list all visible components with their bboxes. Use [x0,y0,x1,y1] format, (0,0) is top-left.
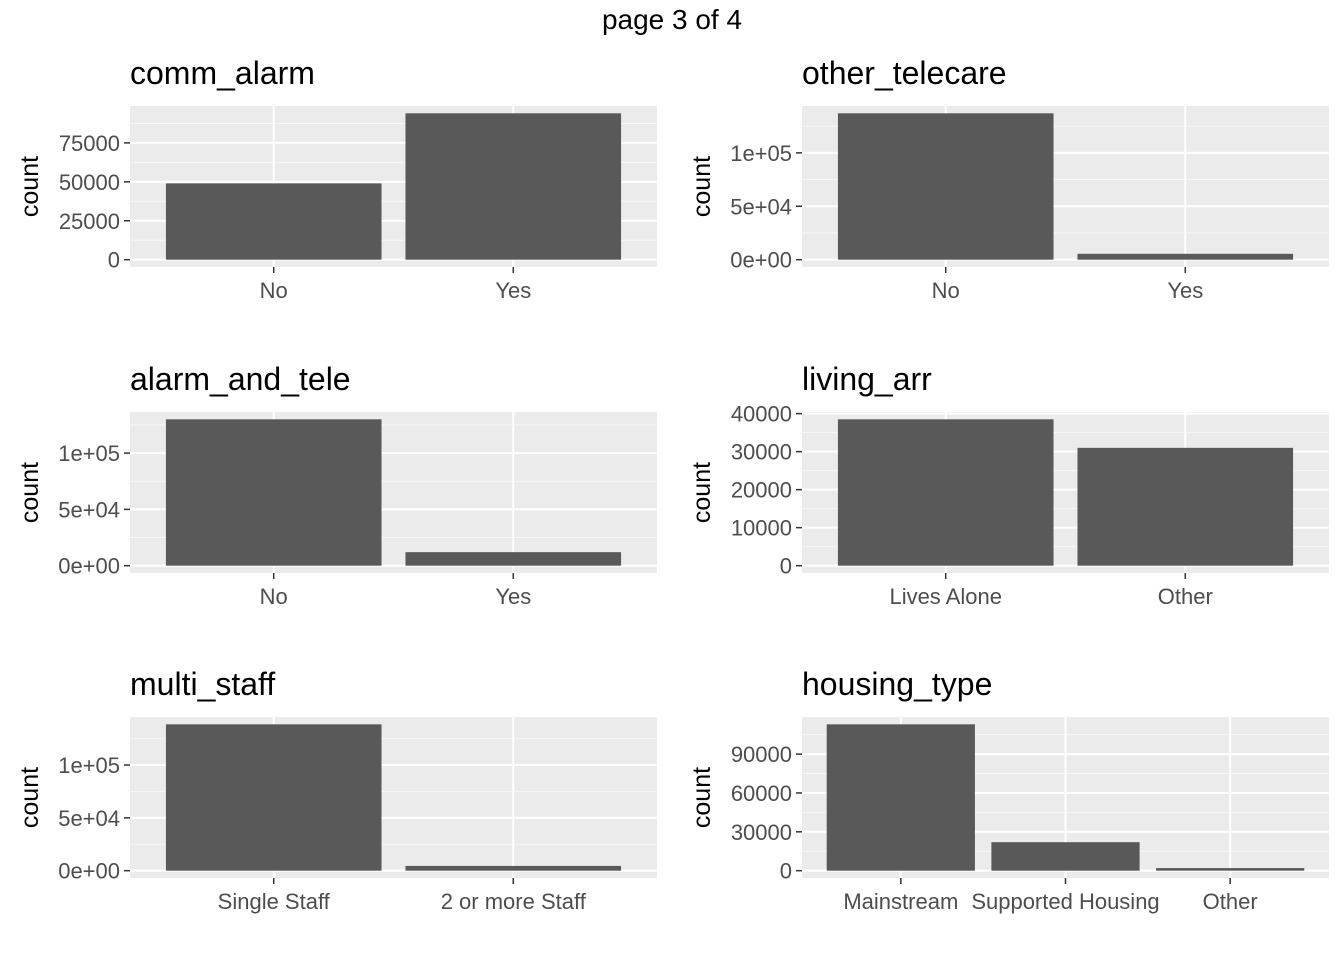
y-tick-label: 90000 [731,742,792,767]
x-tick-label: 2 or more Staff [441,889,587,914]
x-tick-label: No [260,278,288,303]
x-tick-label: Yes [495,584,531,609]
y-tick-label: 0e+00 [58,554,120,579]
bar-yes [405,552,622,566]
x-tick-label: Lives Alone [889,584,1002,609]
panel-title: living_arr [802,361,932,397]
bar-yes [405,113,622,260]
y-tick-label: 1e+05 [58,753,120,778]
x-tick-label: Yes [495,278,531,303]
x-tick-label: Other [1203,889,1258,914]
panel-title: other_telecare [802,55,1007,91]
chart-panel-housing-type: 0 30000 60000 90000 Mainstream Supported Hous… [688,666,1329,914]
bar-other [1077,447,1294,566]
y-tick-label: 0 [780,554,792,579]
y-tick-label: 75000 [59,131,120,156]
y-tick-label: 0e+00 [730,248,792,273]
bar-no [837,113,1054,260]
x-tick-label: Yes [1167,278,1203,303]
x-tick-label: Supported Housing [971,889,1159,914]
chart-panel-living-arr: 0 10000 20000 30000 40000 Lives Alone Other liv… [688,361,1329,609]
x-tick-label: No [932,278,960,303]
y-tick-label: 50000 [59,170,120,195]
y-tick-label: 1e+05 [58,441,120,466]
y-axis-label: count [16,462,44,523]
y-tick-label: 30000 [731,820,792,845]
y-tick-label: 5e+04 [58,806,120,831]
x-tick-label: Other [1158,584,1213,609]
y-axis-label: count [688,767,716,828]
bar-yes [1077,253,1294,260]
y-tick-label: 0 [780,859,792,884]
bar-single-staff [165,724,382,871]
y-tick-label: 0 [108,248,120,273]
bar-2-or-more-staff [405,865,622,871]
x-tick-label: Single Staff [218,889,331,914]
chart-panel-multi-staff: 0e+00 5e+04 1e+05 Single Staff 2 or more Sta… [16,666,657,914]
y-axis-label: count [16,767,44,828]
bar-other [1156,868,1305,871]
panel-title: housing_type [802,666,992,702]
panel-title: alarm_and_tele [130,361,351,397]
panel-title: comm_alarm [130,55,315,91]
x-tick-label: Mainstream [843,889,958,914]
y-tick-label: 60000 [731,781,792,806]
y-tick-label: 30000 [731,440,792,465]
page-title: page 3 of 4 [601,4,743,35]
y-tick-label: 10000 [731,516,792,541]
y-tick-label: 40000 [731,402,792,427]
bar-mainstream [826,724,975,871]
bar-lives-alone [837,419,1054,566]
y-axis-label: count [688,156,716,217]
y-tick-label: 5e+04 [730,194,792,219]
y-tick-label: 5e+04 [58,497,120,522]
x-tick-label: No [260,584,288,609]
bar-supported-housing [991,842,1140,871]
bar-no [165,183,382,260]
y-axis-label: count [688,462,716,523]
y-axis-label: count [16,156,44,217]
y-tick-label: 25000 [59,209,120,234]
panel-title: multi_staff [130,666,275,702]
bar-no [165,419,382,566]
y-tick-label: 0e+00 [58,859,120,884]
y-tick-label: 1e+05 [730,141,792,166]
y-tick-label: 20000 [731,478,792,503]
